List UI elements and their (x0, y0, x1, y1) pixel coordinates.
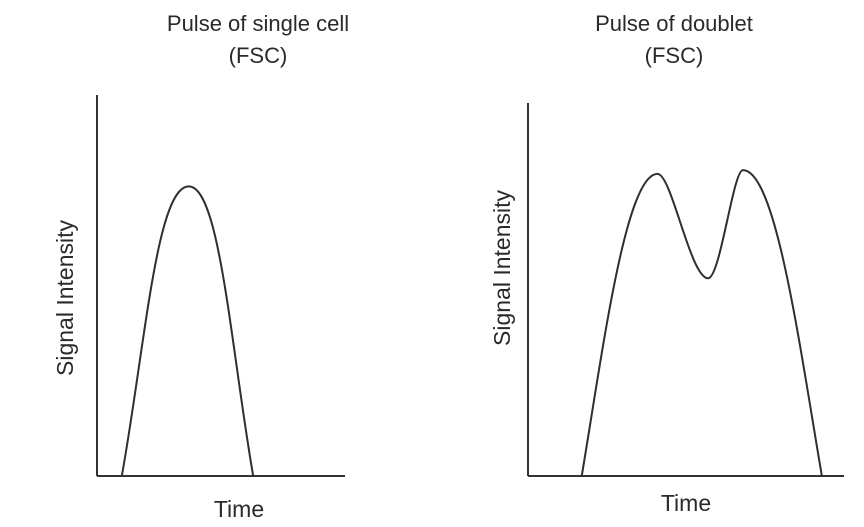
pulse-curve (120, 185, 255, 477)
y-axis-label: Signal Intensity (52, 220, 78, 376)
chart-single-cell: Pulse of single cell (FSC) Time Signal I… (52, 11, 349, 522)
x-axis-label: Time (214, 496, 264, 522)
chart-doublet: Pulse of doublet (FSC) Time Signal Inten… (489, 11, 844, 516)
chart-title: Pulse of doublet (595, 11, 753, 36)
y-axis-label: Signal Intensity (489, 190, 515, 346)
chart-subtitle: (FSC) (645, 43, 704, 68)
pulse-curve (580, 169, 823, 477)
chart-title: Pulse of single cell (167, 11, 349, 36)
x-axis-label: Time (661, 490, 711, 516)
chart-subtitle: (FSC) (229, 43, 288, 68)
